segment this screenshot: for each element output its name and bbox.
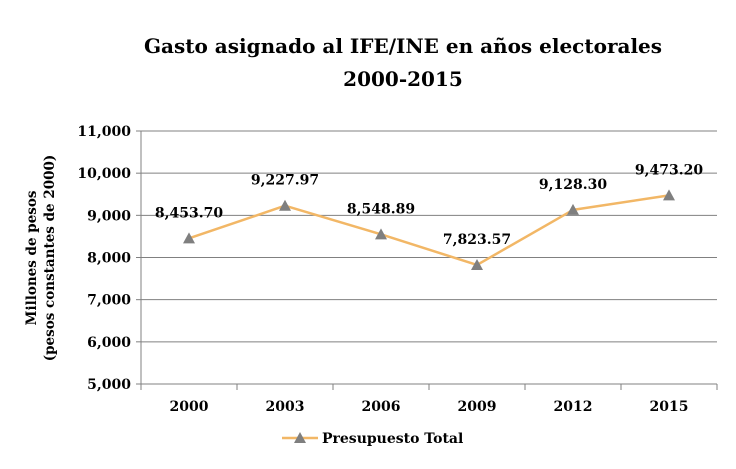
x-tick-label: 2015 <box>650 399 689 415</box>
data-labels: 8,453.70 9,227.97 8,548.89 7,823.57 9,128.30… <box>155 162 703 248</box>
y-axis-title-line1: Millones de pesos <box>24 190 40 325</box>
data-label: 8,548.89 <box>347 201 415 217</box>
legend: Presupuesto Total <box>282 431 463 447</box>
x-tick-label: 2009 <box>458 399 497 415</box>
legend-label: Presupuesto Total <box>322 431 463 447</box>
y-axis-title-line2: (pesos constantes de 2000) <box>42 155 58 362</box>
y-tick-label: 7,000 <box>87 293 131 309</box>
series-markers <box>183 189 675 270</box>
data-label: 9,128.30 <box>539 177 607 193</box>
legend-triangle-marker <box>294 432 306 443</box>
y-tick-label: 5,000 <box>87 377 131 393</box>
chart-title: Gasto asignado al IFE/INE en años electo… <box>144 34 662 58</box>
data-point-marker <box>663 189 675 201</box>
y-axis-title: Millones de pesos (pesos constantes de 2… <box>24 155 58 362</box>
axes <box>136 130 718 390</box>
data-point-marker <box>567 203 579 215</box>
data-point-marker <box>375 228 387 240</box>
x-tick-label: 2012 <box>554 399 593 415</box>
x-tick-labels: 2000 2003 2006 2009 2012 2015 <box>170 399 689 415</box>
y-tick-label: 10,000 <box>77 166 131 182</box>
data-label: 8,453.70 <box>155 205 223 221</box>
x-tick-label: 2000 <box>170 399 209 415</box>
data-label: 9,473.20 <box>635 162 703 178</box>
y-tick-label: 11,000 <box>77 124 131 140</box>
y-tick-labels: 5,000 6,000 7,000 8,000 9,000 10,000 11,000 <box>77 124 131 393</box>
data-point-marker <box>279 199 291 211</box>
data-point-marker <box>471 258 483 270</box>
chart-subtitle: 2000-2015 <box>343 67 463 91</box>
x-tick-label: 2003 <box>266 399 305 415</box>
y-tick-label: 8,000 <box>87 251 131 267</box>
data-label: 9,227.97 <box>251 173 319 189</box>
series-presupuesto-total <box>188 194 670 267</box>
data-point-marker <box>183 232 195 244</box>
data-label: 7,823.57 <box>443 232 511 248</box>
series-line <box>188 194 670 267</box>
y-tick-label: 6,000 <box>87 335 131 351</box>
y-tick-label: 9,000 <box>87 208 131 224</box>
gridlines <box>141 130 717 343</box>
x-tick-label: 2006 <box>362 399 401 415</box>
